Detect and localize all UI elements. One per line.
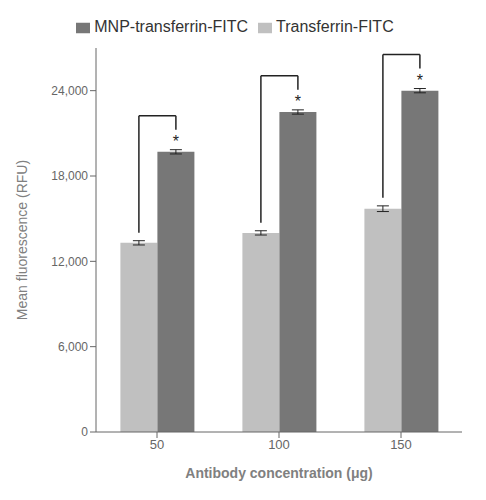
html-text:MNP-transferrin-FITC: MNP-transferrin-FITC (94, 18, 249, 35)
svg-text:*: * (295, 93, 301, 110)
svg-text:Antibody concentration (μg): Antibody concentration (μg) (185, 465, 372, 481)
svg-text:*: * (173, 133, 179, 150)
svg-text:0: 0 (81, 425, 88, 439)
svg-text:6,000: 6,000 (58, 340, 88, 354)
svg-text:*: * (417, 72, 423, 89)
svg-text:50: 50 (150, 437, 164, 452)
svg-text:12,000: 12,000 (51, 255, 88, 269)
svg-text:150: 150 (390, 437, 412, 452)
html-text:Transferrin-FITC: Transferrin-FITC (276, 18, 394, 35)
svg-text:100: 100 (268, 437, 290, 452)
svg-text:24,000: 24,000 (51, 84, 88, 98)
svg-text:18,000: 18,000 (51, 169, 88, 183)
svg-text:Mean fluorescence (RFU): Mean fluorescence (RFU) (14, 160, 30, 320)
